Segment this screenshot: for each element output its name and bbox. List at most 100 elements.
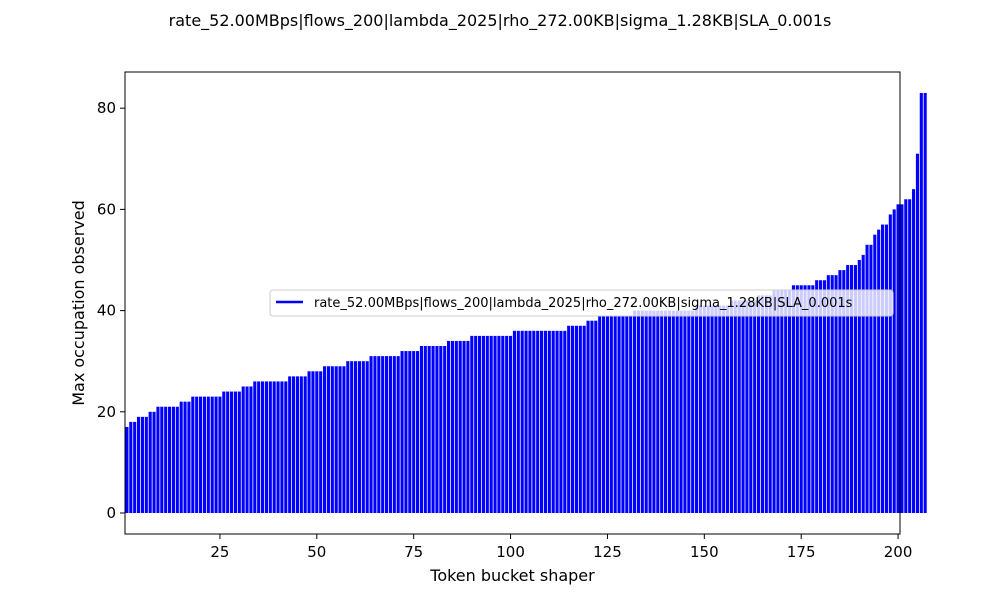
bar xyxy=(478,335,482,513)
bar xyxy=(834,275,838,513)
bar xyxy=(830,275,834,513)
bar xyxy=(222,391,226,513)
bar xyxy=(152,411,156,513)
bar xyxy=(311,371,315,513)
legend: rate_52.00MBps|flows_200|lambda_2025|rho… xyxy=(269,289,894,317)
bar xyxy=(532,330,536,513)
bar xyxy=(656,310,660,513)
bar xyxy=(369,356,373,513)
bar xyxy=(671,310,675,513)
bar xyxy=(435,346,439,513)
plot-area: 25 50 75 100 125 150 175 200 0 20 40 60 80 xyxy=(97,71,927,561)
bar xyxy=(621,315,625,513)
bar xyxy=(698,305,702,513)
bar xyxy=(819,280,823,513)
bar xyxy=(915,153,919,513)
x-tick-label: 200 xyxy=(884,543,913,561)
bar xyxy=(636,310,640,513)
bar xyxy=(148,411,152,513)
bar xyxy=(400,351,404,513)
bar xyxy=(249,386,253,513)
bar xyxy=(753,300,757,513)
bar xyxy=(303,376,307,513)
bar xyxy=(408,351,412,513)
bar xyxy=(722,305,726,513)
bar xyxy=(609,315,613,513)
bar xyxy=(450,340,454,513)
bar xyxy=(443,346,447,513)
bar xyxy=(822,280,826,513)
bar xyxy=(648,310,652,513)
y-axis-label: Max occupation observed xyxy=(69,200,88,406)
bar xyxy=(202,396,206,513)
bar xyxy=(605,315,609,513)
bar xyxy=(853,265,857,513)
bar xyxy=(195,396,199,513)
bar xyxy=(280,381,284,513)
bar xyxy=(555,330,559,513)
bar xyxy=(272,381,276,513)
bar xyxy=(377,356,381,513)
bar xyxy=(567,325,571,513)
bar xyxy=(326,366,330,513)
bar xyxy=(726,305,730,513)
bar xyxy=(307,371,311,513)
bar xyxy=(164,406,168,513)
bar xyxy=(846,265,850,513)
bar xyxy=(687,310,691,513)
bar xyxy=(470,335,474,513)
bar xyxy=(795,285,799,513)
bar xyxy=(144,416,148,513)
bar xyxy=(617,315,621,513)
bar xyxy=(416,351,420,513)
bar xyxy=(757,295,761,513)
bar xyxy=(613,315,617,513)
bar xyxy=(594,320,598,513)
bar xyxy=(791,285,795,513)
bar xyxy=(214,396,218,513)
axes-frame xyxy=(124,71,901,535)
bar xyxy=(675,310,679,513)
bar xyxy=(388,356,392,513)
bar xyxy=(904,199,908,513)
bar xyxy=(462,340,466,513)
bar xyxy=(912,189,916,513)
x-tick-label: 25 xyxy=(210,543,229,561)
bar xyxy=(900,204,904,513)
bar xyxy=(512,330,516,513)
bar xyxy=(772,290,776,513)
bar xyxy=(873,234,877,513)
bar xyxy=(826,275,830,513)
x-axis-label: Token bucket shaper xyxy=(429,566,595,585)
bar xyxy=(350,361,354,513)
bar xyxy=(571,325,575,513)
bar xyxy=(877,229,881,513)
bar xyxy=(706,305,710,513)
bar xyxy=(261,381,265,513)
bar xyxy=(644,310,648,513)
bar xyxy=(528,330,532,513)
legend-label: rate_52.00MBps|flows_200|lambda_2025|rho… xyxy=(314,296,853,311)
bar xyxy=(354,361,358,513)
bar xyxy=(729,300,733,513)
legend-box xyxy=(269,289,894,317)
bar xyxy=(547,330,551,513)
bar xyxy=(447,340,451,513)
bar xyxy=(760,295,764,513)
bar xyxy=(501,335,505,513)
bar xyxy=(183,401,187,513)
bar xyxy=(559,330,563,513)
y-tick-label: 20 xyxy=(97,403,116,421)
bar xyxy=(373,356,377,513)
bar xyxy=(714,305,718,513)
bar xyxy=(869,244,873,513)
bar xyxy=(520,330,524,513)
bar xyxy=(691,310,695,513)
bar xyxy=(431,346,435,513)
bar xyxy=(334,366,338,513)
bar xyxy=(404,351,408,513)
bar xyxy=(466,340,470,513)
bar xyxy=(509,335,513,513)
bar xyxy=(323,366,327,513)
